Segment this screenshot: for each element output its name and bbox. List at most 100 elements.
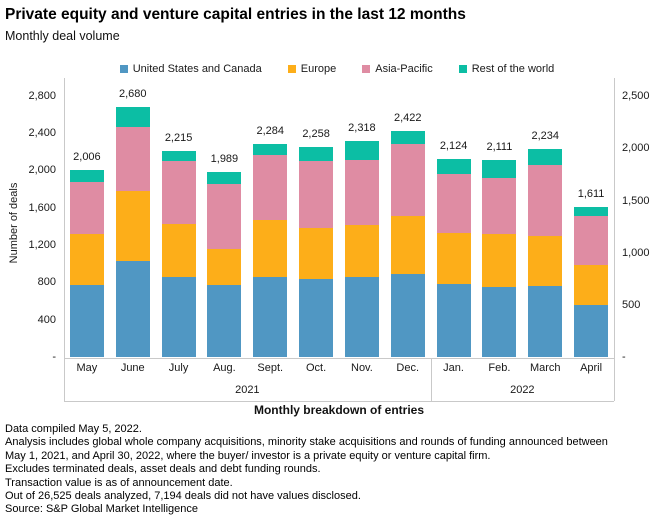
bar-segment-europe bbox=[115, 190, 150, 261]
bar-segment-united-states-and-canada bbox=[390, 273, 425, 358]
month-label: Oct. bbox=[305, 362, 327, 374]
bar-segment-asia-pacific bbox=[299, 161, 334, 228]
month-label: Dec. bbox=[396, 362, 420, 374]
axis-tick-left: 2,800 bbox=[28, 89, 56, 102]
month-label: Nov. bbox=[351, 362, 373, 374]
bar-segment-rest-of-the-world bbox=[161, 150, 196, 162]
bar-segment-united-states-and-canada bbox=[161, 277, 196, 358]
bar-segment-europe bbox=[299, 227, 334, 279]
bar-total-label: 1,989 bbox=[210, 152, 239, 165]
legend-label: Rest of the world bbox=[471, 63, 555, 75]
bar-segment-rest-of-the-world bbox=[574, 207, 609, 216]
bar-segment-asia-pacific bbox=[436, 173, 471, 234]
bar-segment-rest-of-the-world bbox=[390, 131, 425, 144]
bar-segment-asia-pacific bbox=[390, 143, 425, 216]
bar-segment-rest-of-the-world bbox=[344, 141, 379, 160]
bar-total-label: 2,215 bbox=[164, 131, 193, 144]
bar-total-label: 2,284 bbox=[256, 125, 285, 138]
footnote-line: May 1, 2021, and April 30, 2022, where t… bbox=[5, 449, 491, 462]
month-label: May bbox=[76, 362, 98, 374]
legend-swatch-icon bbox=[362, 65, 371, 73]
bar-segment-rest-of-the-world bbox=[482, 160, 517, 178]
page-subtitle: Monthly deal volume bbox=[5, 29, 120, 43]
bar-segment-united-states-and-canada bbox=[482, 286, 517, 358]
axis-tick-left: 400 bbox=[37, 313, 56, 326]
footnote-line: Excludes terminated deals, asset deals a… bbox=[5, 463, 321, 476]
footnotes: Data compiled May 5, 2022. Analysis incl… bbox=[5, 423, 608, 517]
bar-segment-asia-pacific bbox=[161, 161, 196, 225]
bar-total-label: 2,680 bbox=[118, 88, 147, 101]
bar-total-label: 2,422 bbox=[393, 112, 422, 125]
bar-segment-united-states-and-canada bbox=[299, 278, 334, 358]
axis-tick-right: 500 bbox=[622, 298, 641, 311]
footnote-line: Source: S&P Global Market Intelligence bbox=[5, 503, 199, 516]
bar-segment-asia-pacific bbox=[115, 127, 150, 191]
bar-segment-europe bbox=[207, 248, 242, 285]
legend-item: Rest of the world bbox=[458, 63, 555, 75]
bar-segment-europe bbox=[161, 224, 196, 278]
month-label: Jan. bbox=[443, 362, 464, 374]
bar-total-label: 2,234 bbox=[531, 129, 560, 142]
month-label: Aug. bbox=[213, 362, 236, 374]
axis-tick-left: 1,600 bbox=[28, 201, 56, 214]
bar-segment-united-states-and-canada bbox=[253, 277, 288, 358]
bar-segment-asia-pacific bbox=[344, 159, 379, 225]
bar-total-label: 2,318 bbox=[348, 122, 376, 134]
year-separator-line bbox=[430, 357, 432, 401]
axis-tick-right: 1,000 bbox=[622, 246, 650, 259]
footnote-line: Data compiled May 5, 2022. bbox=[5, 423, 142, 435]
axis-tick-right: - bbox=[622, 351, 626, 363]
page-title: Private equity and venture capital entri… bbox=[5, 6, 466, 23]
bar-segment-asia-pacific bbox=[528, 164, 563, 236]
bar-segment-europe bbox=[344, 224, 379, 277]
bar-segment-europe bbox=[436, 233, 471, 284]
axis-tick-left: 1,200 bbox=[28, 238, 56, 251]
bar-segment-rest-of-the-world bbox=[299, 146, 334, 161]
legend-item: Europe bbox=[287, 63, 337, 75]
axis-tick-right: 2,000 bbox=[622, 142, 650, 155]
y-axis-title: Number of deals bbox=[8, 182, 20, 264]
bar-segment-asia-pacific bbox=[482, 177, 517, 234]
bar-total-label: 2,111 bbox=[486, 141, 513, 154]
axis-tick-left: 2,000 bbox=[28, 164, 56, 177]
legend-item: United States and Canada bbox=[119, 63, 262, 75]
bar-segment-asia-pacific bbox=[207, 183, 242, 249]
bar-segment-asia-pacific bbox=[69, 181, 104, 234]
legend-label: Asia-Pacific bbox=[375, 63, 433, 75]
year-label: 2022 bbox=[510, 384, 535, 396]
legend-swatch-icon bbox=[458, 65, 467, 73]
month-label: Sept. bbox=[257, 362, 284, 374]
bar-segment-europe bbox=[69, 233, 104, 286]
bar-segment-united-states-and-canada bbox=[574, 304, 609, 358]
bar-segment-asia-pacific bbox=[253, 154, 288, 221]
legend-item: Asia-Pacific bbox=[362, 63, 433, 75]
bar-total-label: 2,258 bbox=[302, 127, 330, 140]
bar-segment-rest-of-the-world bbox=[69, 170, 104, 182]
footnote-line: Analysis includes global whole company a… bbox=[5, 436, 608, 449]
bar-segment-asia-pacific bbox=[574, 216, 609, 265]
bar-segment-rest-of-the-world bbox=[436, 159, 471, 174]
axis-tick-left: 800 bbox=[37, 276, 56, 289]
chart-legend: United States and Canada Europe Asia-Pacif… bbox=[60, 61, 614, 77]
axis-tick-left: - bbox=[52, 351, 56, 363]
bar-segment-united-states-and-canada bbox=[436, 283, 471, 358]
bar-segment-europe bbox=[390, 215, 425, 274]
axis-bottom-line bbox=[64, 401, 614, 402]
legend-label: United States and Canada bbox=[132, 63, 262, 75]
bar-segment-europe bbox=[574, 264, 609, 305]
bar-total-label: 2,124 bbox=[439, 140, 468, 153]
year-label: 2021 bbox=[235, 384, 260, 396]
axis-tick-right: 2,500 bbox=[622, 90, 650, 103]
month-label: June bbox=[120, 362, 145, 374]
month-label: March bbox=[529, 362, 561, 374]
bar-total-label: 2,006 bbox=[73, 151, 101, 164]
legend-label: Europe bbox=[300, 63, 337, 75]
bar-segment-united-states-and-canada bbox=[344, 276, 379, 358]
bar-segment-europe bbox=[482, 233, 517, 287]
month-label: Feb. bbox=[488, 362, 511, 374]
month-label: July bbox=[168, 362, 189, 374]
bar-segment-united-states-and-canada bbox=[207, 284, 242, 358]
bar-segment-united-states-and-canada bbox=[69, 285, 104, 358]
bar-segment-united-states-and-canada bbox=[115, 260, 150, 358]
